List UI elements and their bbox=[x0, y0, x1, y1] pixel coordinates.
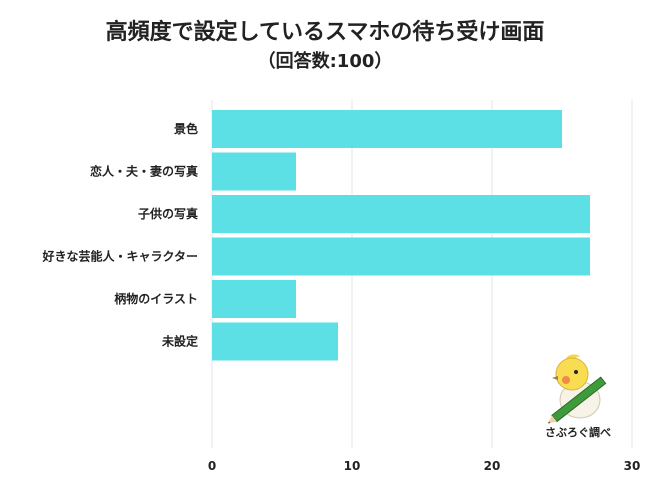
chart-subtitle: （回答数:100） bbox=[257, 51, 393, 72]
bar-1 bbox=[212, 152, 296, 191]
bird-mascot-icon bbox=[548, 354, 607, 424]
x-tick-label-0: 0 bbox=[208, 459, 216, 473]
bar-2 bbox=[212, 195, 590, 233]
bar-3 bbox=[212, 237, 590, 276]
logo: さぶろぐ調べ bbox=[528, 350, 628, 440]
logo-text: さぶろぐ調べ bbox=[545, 426, 611, 439]
category-label-0: 景色 bbox=[174, 121, 198, 136]
x-tick-label-2: 20 bbox=[484, 459, 501, 473]
bar-0 bbox=[212, 110, 562, 148]
category-label-2: 子供の写真 bbox=[138, 206, 198, 221]
category-label-4: 柄物のイラスト bbox=[114, 291, 198, 306]
category-label-1: 恋人・夫・妻の写真 bbox=[90, 164, 198, 179]
bar-4 bbox=[212, 280, 296, 318]
category-label-5: 未設定 bbox=[161, 334, 198, 349]
x-tick-label-3: 30 bbox=[624, 459, 641, 473]
x-tick-label-1: 10 bbox=[344, 459, 361, 473]
chart-title: 高頻度で設定しているスマホの待ち受け画面 bbox=[105, 20, 545, 45]
bar-5 bbox=[212, 322, 338, 361]
category-label-3: 好きな芸能人・キャラクター bbox=[41, 249, 198, 264]
